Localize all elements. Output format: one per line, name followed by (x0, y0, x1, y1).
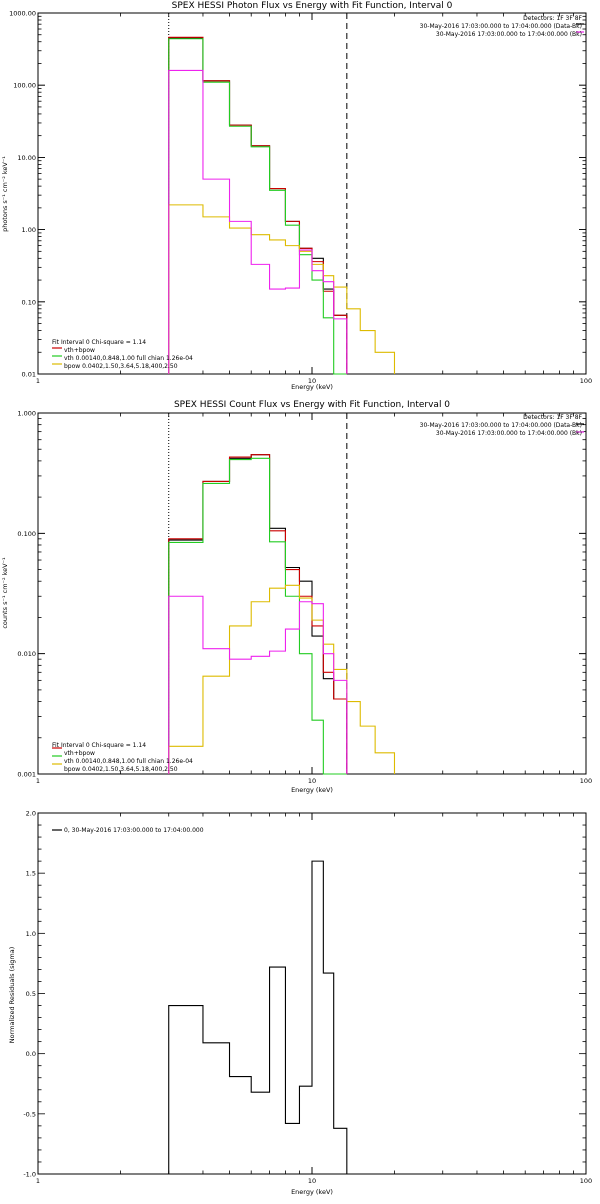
y-tick-label: 10.00 (17, 154, 36, 162)
x-tick-label: 100 (580, 377, 592, 385)
y-tick-label: -0.5 (23, 1110, 36, 1118)
x-tick-label: 1 (36, 377, 40, 385)
legend-vth: vth 0.00140,0.848,1.00 full chian 1.26e-… (64, 355, 193, 362)
legend-bpow: bpow 0.0402,1.50,3.64,5.18,400,2.50 (64, 363, 178, 370)
y-tick-label: 1.00 (22, 226, 36, 234)
x-tick-label: 10 (308, 1177, 316, 1185)
x-tick-label: 10 (308, 377, 316, 385)
legend-data-interval: 30-May-2016 17:03:00.000 to 17:04:00.000… (420, 23, 582, 30)
y-axis-label: counts s⁻¹ cm⁻² keV⁻¹ (1, 557, 9, 629)
y-tick-label: -1.0 (23, 1171, 36, 1179)
y-tick-label: 2.0 (26, 810, 36, 818)
legend-bk-interval: 30-May-2016 17:03:00.000 to 17:04:00.000… (436, 31, 582, 38)
series-vth (168, 457, 347, 775)
legend-data-interval: 30-May-2016 17:03:00.000 to 17:04:00.000… (420, 422, 582, 429)
x-axis-label: Energy (keV) (291, 786, 333, 794)
legend-bpow: bpow 0.0402,1.50,3.64,5.18,400,2.50 (64, 766, 178, 773)
plot-area: 1 10 100 1.000 0.100 0.010 0.001 (17, 410, 592, 786)
y-tick-label: 0.0 (26, 1050, 36, 1058)
legend-detectors: Detectors: 1F 3F 8F (523, 414, 582, 421)
chart-title: SPEX HESSI Photon Flux vs Energy with Fi… (172, 1, 453, 11)
y-tick-label: 1.5 (26, 870, 36, 878)
y-axis-label: Normalized Residuals (sigma) (8, 947, 16, 1044)
y-tick-label: 0.01 (22, 371, 36, 379)
y-tick-label: 1.000 (17, 410, 36, 418)
series-vth (168, 38, 347, 375)
series-bpow (168, 204, 396, 374)
legend-fit-interval: Fit Interval 0 Chi-square = 1.14 (52, 339, 146, 346)
x-axis-label: Energy (keV) (291, 1188, 333, 1196)
legend-detectors: Detectors: 1F 3F 8F (523, 15, 582, 22)
legend-vth: vth 0.00140,0.848,1.00 full chian 1.26e-… (64, 758, 193, 765)
plot-area: 1 10 100 2.0 1.5 1.0 0.5 0.0 -0.5 -1.0 (23, 810, 592, 1186)
legend-residuals: 0, 30-May-2016 17:03:00.000 to 17:04:00.… (64, 827, 204, 834)
series-background (168, 69, 348, 374)
y-tick-label: 0.5 (26, 990, 36, 998)
y-tick-label: 0.010 (17, 650, 36, 658)
y-tick-label: 1.0 (26, 930, 36, 938)
x-tick-label: 100 (580, 777, 592, 785)
y-tick-label: 0.001 (17, 771, 36, 779)
residuals-panel: Energy (keV) Normalized Residuals (sigma… (8, 810, 592, 1197)
plot-area: 1 10 100 1000.00 100.00 10.00 1.00 0.10 0.01 (9, 10, 592, 386)
y-tick-label: 0.10 (22, 298, 36, 306)
x-tick-label: 1 (36, 777, 40, 785)
series-residuals (168, 860, 348, 1174)
legend-total: vth+bpow (64, 347, 95, 354)
legend-bk-interval: 30-May-2016 17:03:00.000 to 17:04:00.000… (436, 430, 582, 437)
y-tick-label: 0.100 (17, 530, 36, 538)
legend-total: vth+bpow (64, 750, 95, 757)
x-tick-label: 10 (308, 777, 316, 785)
x-tick-label: 100 (580, 1177, 592, 1185)
chart-title: SPEX HESSI Count Flux vs Energy with Fit… (174, 400, 450, 410)
legend-fit-interval: Fit Interval 0 Chi-square = 1.14 (52, 742, 146, 749)
x-tick-label: 1 (36, 1177, 40, 1185)
x-axis-label: Energy (keV) (291, 383, 333, 391)
series-background (168, 595, 348, 774)
count-flux-panel: SPEX HESSI Count Flux vs Energy with Fit… (1, 400, 592, 794)
y-tick-label: 100.00 (13, 82, 36, 90)
y-tick-label: 1000.00 (9, 10, 36, 18)
y-axis-label: photons s⁻¹ cm⁻² keV⁻¹ (1, 156, 9, 232)
photon-flux-panel: SPEX HESSI Photon Flux vs Energy with Fi… (1, 1, 592, 391)
